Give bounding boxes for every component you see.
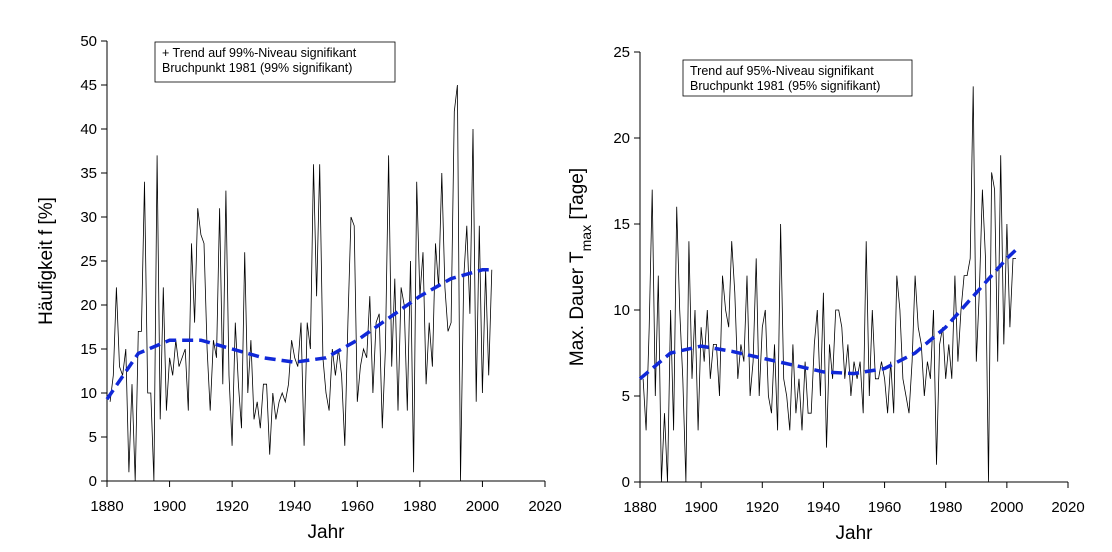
- x-tick-label: 1880: [623, 499, 656, 516]
- y-tick-label: 10: [80, 385, 97, 402]
- annotation: Trend auf 95%-Niveau signifikant: [690, 64, 874, 78]
- annotation-box: [154, 41, 396, 83]
- x-tick-label: 2020: [1051, 499, 1084, 516]
- annotation: Bruchpunkt 1981 (95% signifikant): [690, 79, 880, 93]
- y-tick-label: 30: [80, 209, 97, 226]
- y-tick-label: 0: [89, 473, 97, 490]
- x-tick-label: 1980: [403, 498, 436, 515]
- x-tick-label: 1880: [90, 498, 123, 515]
- y-axis-title: Häufigkeit f [%]: [36, 197, 57, 325]
- y-tick-label: 5: [89, 429, 97, 446]
- x-tick-label: 2020: [528, 498, 561, 515]
- x-tick-label: 1940: [278, 498, 311, 515]
- data-line: [109, 84, 493, 482]
- y-axis-title: Max. Dauer Tmax [Tage]: [567, 168, 594, 366]
- x-tick-label: 2000: [990, 499, 1023, 516]
- y-tick-label: 20: [80, 297, 97, 314]
- y-tick-label: 25: [80, 253, 97, 270]
- x-tick-label: 1960: [868, 499, 901, 516]
- y-tick-label: 0: [622, 474, 630, 491]
- x-tick-label: 1920: [746, 499, 779, 516]
- y-tick-label: 25: [613, 44, 630, 61]
- x-tick-label: 1920: [215, 498, 248, 515]
- x-axis-title: Jahr: [308, 522, 346, 543]
- trend-line: [638, 248, 1018, 381]
- x-tick-label: 2000: [466, 498, 499, 515]
- y-tick-label: 15: [80, 341, 97, 358]
- data-line: [642, 86, 1016, 483]
- y-axis-title-part: [Tage]: [567, 168, 588, 225]
- y-axis-title-part: max: [578, 225, 594, 251]
- x-tick-label: 1900: [684, 499, 717, 516]
- y-tick-label: 45: [80, 77, 97, 94]
- y-tick-label: 50: [80, 33, 97, 50]
- annotation: Bruchpunkt 1981 (99% signifikant): [162, 61, 352, 75]
- x-tick-label: 1900: [153, 498, 186, 515]
- trend-line: [105, 268, 492, 401]
- annotation: + Trend auf 99%-Niveau signifikant: [162, 46, 357, 60]
- y-tick-label: 15: [613, 216, 630, 233]
- y-tick-label: 20: [613, 130, 630, 147]
- x-tick-label: 1960: [341, 498, 374, 515]
- y-tick-label: 35: [80, 165, 97, 182]
- annotation-box: [682, 59, 913, 97]
- y-axis-title-part: Max. Dauer T: [567, 251, 588, 366]
- y-tick-label: 10: [613, 302, 630, 319]
- x-tick-label: 1940: [807, 499, 840, 516]
- y-tick-label: 5: [622, 388, 630, 405]
- x-axis-title: Jahr: [836, 523, 874, 544]
- y-tick-label: 40: [80, 121, 97, 138]
- x-tick-label: 1980: [929, 499, 962, 516]
